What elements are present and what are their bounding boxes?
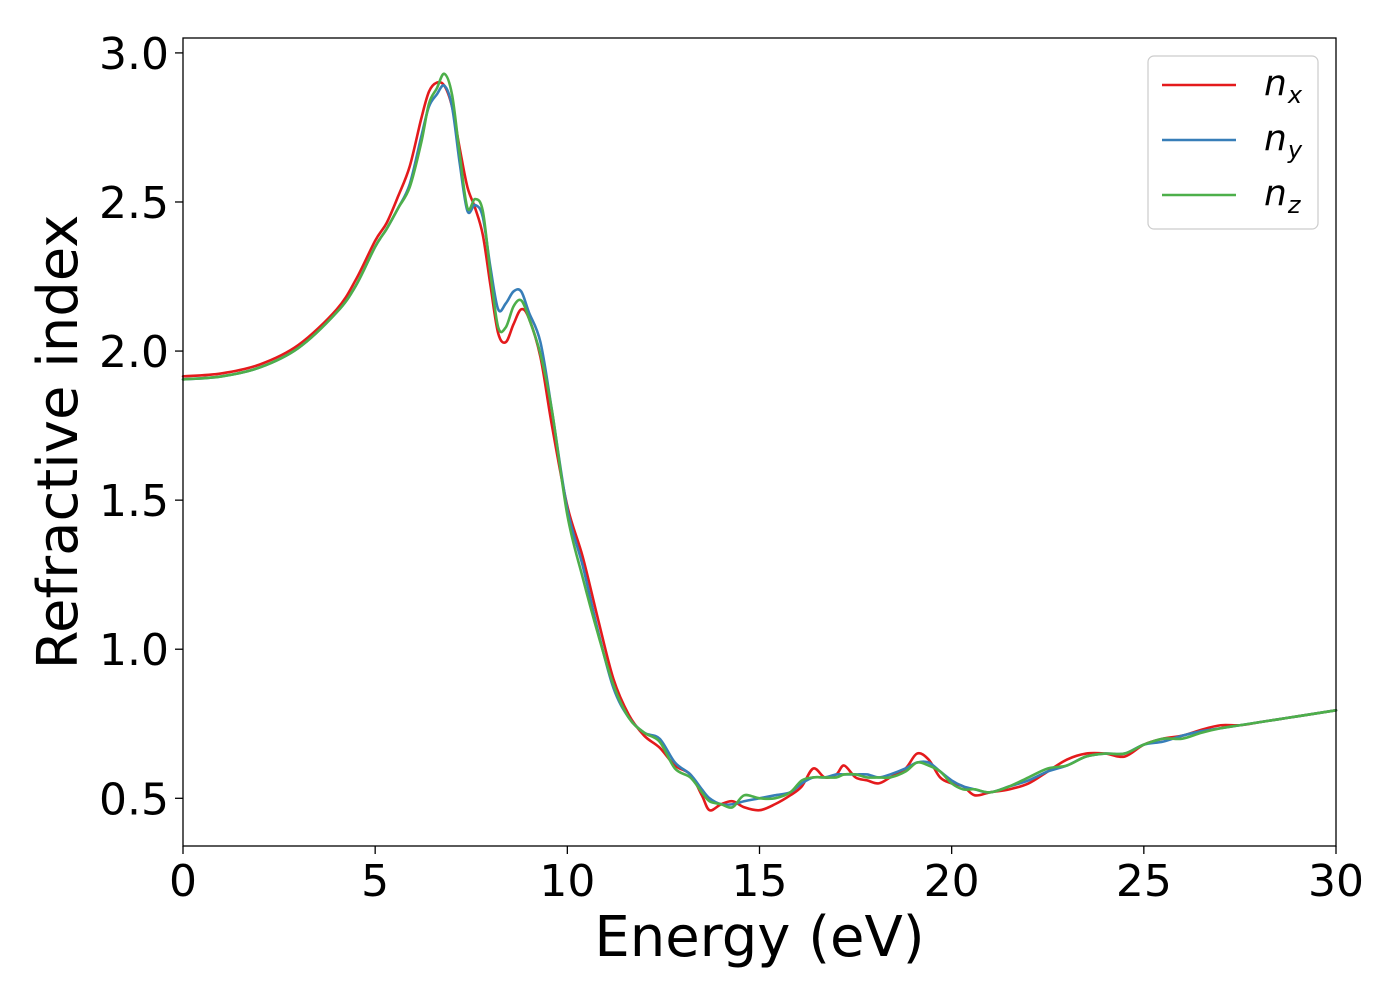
legend-entries: nx ny nz — [1162, 63, 1303, 219]
series-line-nz — [181, 72, 1338, 809]
x-tick-label: 30 — [1308, 856, 1364, 907]
x-axis-ticks: 0 5 10 15 20 25 30 — [169, 846, 1364, 907]
legend-box — [1147, 55, 1319, 230]
x-tick-label: 15 — [732, 856, 788, 907]
x-tick-label: 10 — [539, 856, 595, 907]
y-tick-label: 1.0 — [99, 625, 169, 676]
legend: nx ny nz — [1147, 55, 1319, 230]
legend-label-nx: nx — [1264, 63, 1303, 109]
series-layer — [181, 72, 1338, 812]
y-tick-label: 2.5 — [99, 178, 169, 229]
x-tick-label: 20 — [924, 856, 980, 907]
legend-label-ny: ny — [1264, 118, 1303, 164]
y-tick-label: 3.0 — [99, 29, 169, 80]
y-axis-label: Refractive index — [26, 215, 91, 670]
x-tick-label: 25 — [1116, 856, 1172, 907]
x-axis-label: Energy (eV) — [594, 905, 924, 970]
y-axis-ticks: 0.5 1.0 1.5 2.0 2.5 3.0 — [99, 29, 183, 825]
y-tick-label: 0.5 — [99, 774, 169, 825]
y-tick-label: 2.0 — [99, 327, 169, 378]
x-tick-label: 5 — [361, 856, 389, 907]
y-tick-label: 1.5 — [99, 476, 169, 527]
legend-label-nz: nz — [1264, 173, 1302, 219]
x-tick-label: 0 — [169, 856, 197, 907]
